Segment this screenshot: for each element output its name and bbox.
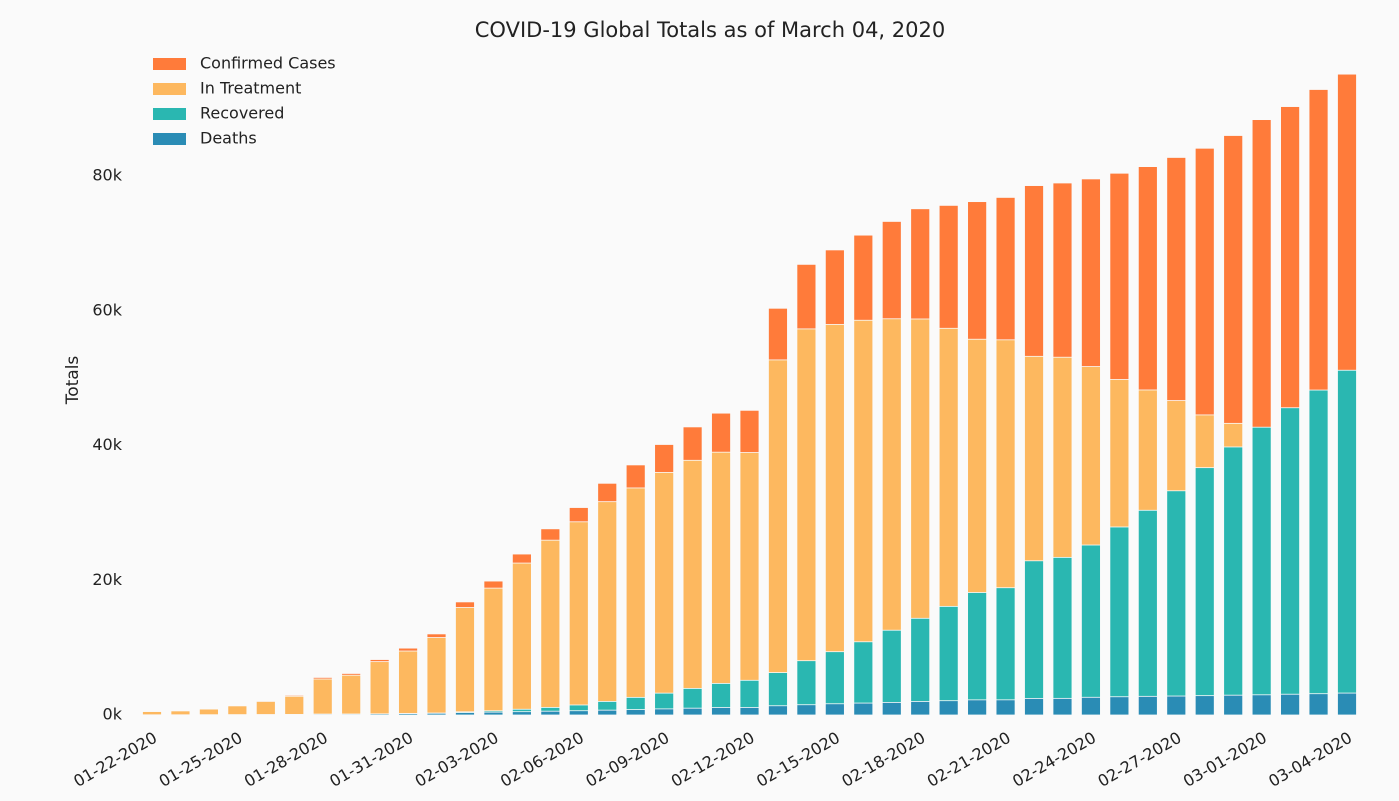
legend-swatch (153, 133, 186, 145)
bar (597, 709, 618, 716)
bar (1024, 560, 1044, 716)
bar (967, 699, 988, 716)
bar (597, 501, 618, 716)
bar (1194, 695, 1215, 716)
bar (1137, 509, 1158, 716)
bar (426, 712, 447, 716)
bar (455, 712, 475, 716)
bar (170, 710, 191, 716)
bar (511, 562, 532, 716)
bar (938, 700, 959, 716)
bar (768, 359, 788, 716)
bar (1308, 693, 1329, 716)
y-tick-label: 40k (92, 435, 122, 454)
bar (255, 701, 276, 716)
legend-label: Recovered (200, 104, 284, 123)
bar (995, 699, 1016, 716)
y-axis-label: Totals (63, 356, 83, 406)
bar (1024, 698, 1044, 716)
bar (824, 703, 845, 716)
bar (369, 713, 390, 716)
bar (1223, 446, 1244, 716)
legend-label: In Treatment (200, 79, 301, 98)
chart-title: COVID-19 Global Totals as of March 04, 2… (475, 18, 945, 42)
bar (995, 587, 1016, 716)
y-tick-label: 20k (92, 570, 122, 589)
bar (881, 702, 902, 716)
bar (540, 710, 561, 716)
bar (1223, 694, 1244, 716)
bar (1337, 369, 1357, 716)
bar (625, 487, 646, 716)
bar (540, 539, 561, 716)
legend-swatch (153, 58, 186, 70)
y-tick-label: 0k (103, 705, 123, 724)
bar (1251, 694, 1272, 716)
bar (568, 710, 589, 716)
bar (426, 637, 447, 716)
bar (369, 661, 390, 716)
bar (398, 650, 418, 716)
bar (199, 708, 219, 716)
bar (511, 711, 532, 716)
bar (1052, 697, 1073, 716)
bar (1109, 526, 1130, 716)
bar (739, 707, 760, 716)
bar (938, 605, 959, 716)
legend-swatch (153, 108, 186, 120)
bar (568, 521, 589, 716)
bar (1081, 544, 1101, 716)
bar (398, 713, 418, 716)
y-tick-label: 60k (92, 300, 122, 319)
bar (1166, 695, 1187, 716)
bar (739, 452, 760, 716)
legend-label: Deaths (200, 129, 257, 148)
bar (1337, 692, 1357, 716)
y-tick-label: 80k (92, 166, 122, 185)
legend-label: Confirmed Cases (200, 54, 336, 73)
bar (1194, 467, 1215, 716)
bar (341, 674, 362, 716)
bar (910, 701, 931, 716)
bar (853, 702, 874, 716)
bar (711, 707, 731, 716)
bar (910, 617, 931, 716)
bar (967, 592, 988, 716)
bar (284, 695, 305, 716)
bar (1052, 556, 1073, 716)
bar (625, 709, 646, 716)
bar (1308, 389, 1329, 716)
bar (284, 714, 305, 716)
bar (796, 704, 817, 716)
bar (1280, 407, 1300, 716)
bar (312, 713, 333, 716)
bar (1109, 696, 1130, 716)
bar (654, 708, 675, 716)
bar (711, 451, 731, 716)
bar (1166, 490, 1187, 716)
bar (312, 678, 333, 716)
bar (1251, 426, 1272, 716)
bar (1137, 695, 1158, 716)
bar (1280, 693, 1300, 716)
bar (1081, 696, 1101, 716)
bar (455, 607, 475, 716)
bar (682, 459, 703, 716)
bar (654, 472, 675, 716)
bar (682, 707, 703, 716)
bar (341, 713, 362, 716)
legend-swatch (153, 83, 186, 95)
bar (483, 587, 504, 716)
bar (483, 711, 504, 716)
bar (796, 328, 817, 716)
bar (768, 705, 788, 716)
bar (227, 705, 248, 716)
